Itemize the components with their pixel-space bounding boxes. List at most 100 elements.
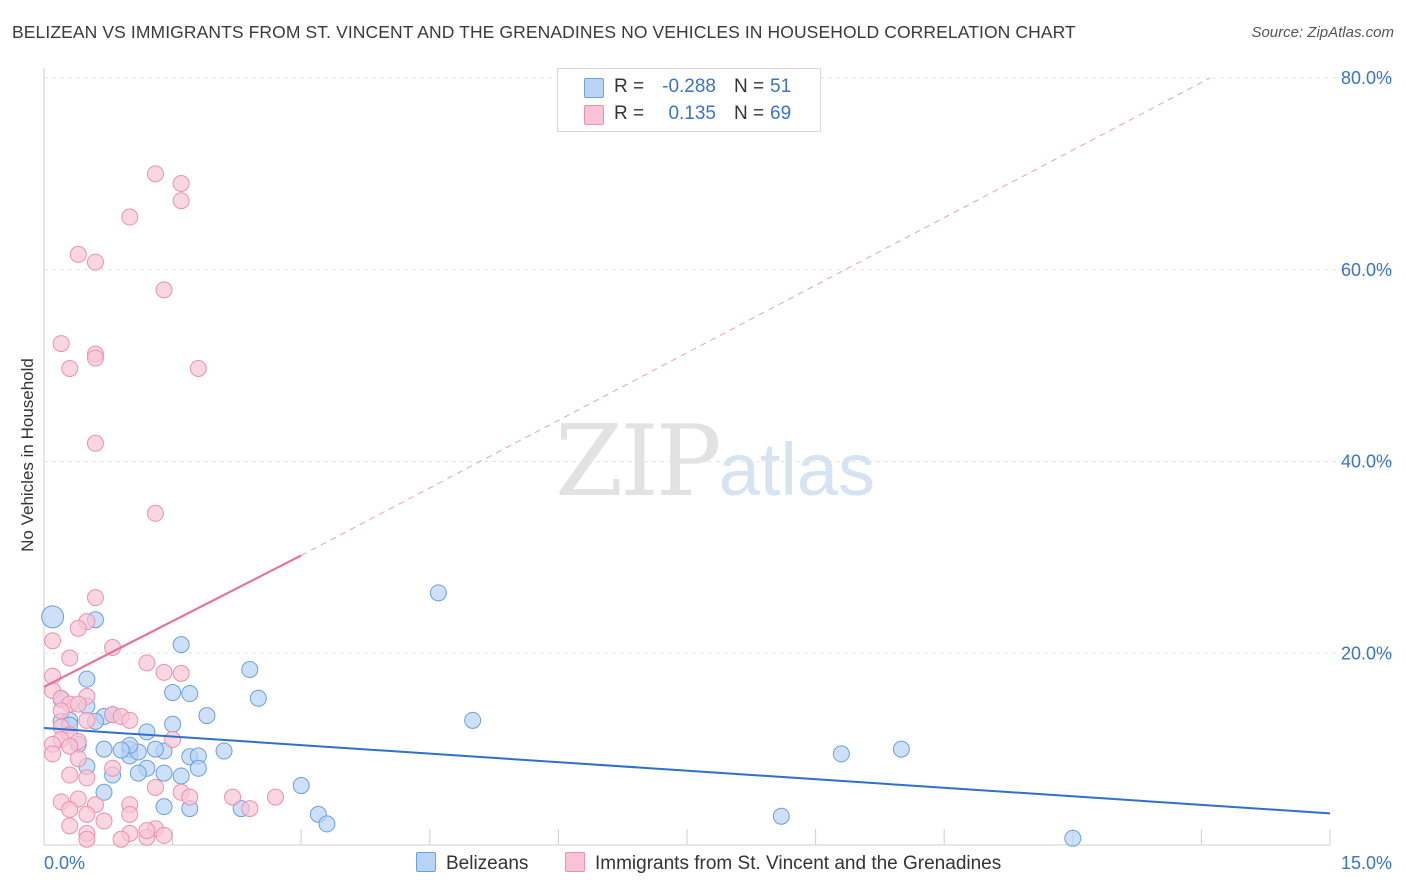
chart-title: BELIZEAN VS IMMIGRANTS FROM ST. VINCENT … (12, 22, 1076, 42)
immigrant-point (266, 788, 284, 806)
immigrant-point (189, 360, 207, 378)
y-tick-label: 40.0% (1341, 452, 1392, 472)
immigrant-point (164, 731, 182, 749)
series-legend-immigrants: Immigrants from St. Vincent and the Gren… (565, 852, 1001, 875)
immigrant-point (86, 589, 104, 607)
immigrant-point (155, 663, 173, 681)
legend-r-value: 0.135 (668, 103, 716, 124)
immigrant-point (172, 664, 190, 682)
belizean-point (95, 783, 113, 801)
belizean-point (429, 584, 447, 602)
immigrant-point (86, 253, 104, 271)
immigrant-point (69, 619, 87, 637)
immigrant-point (224, 788, 242, 806)
immigrant-point (155, 826, 173, 844)
legend-r-label: R = (614, 76, 645, 97)
series-legend-belizeans: Belizeans (416, 852, 528, 875)
belizean-point (181, 685, 199, 703)
belizean-point (172, 767, 190, 785)
immigrant-point (181, 788, 199, 806)
series-swatch-pink (565, 852, 585, 872)
immigrant-point (69, 245, 87, 263)
immigrant-point (121, 805, 139, 823)
immigrant-point (61, 360, 79, 378)
legend-n-label: N = (734, 76, 765, 97)
belizean-point (249, 689, 267, 707)
legend-swatch-blue (584, 78, 604, 98)
belizean-point (129, 764, 147, 782)
immigrant-point (86, 349, 104, 367)
belizean-point (78, 670, 96, 688)
y-tick-label: 60.0% (1341, 260, 1392, 280)
immigrant-point (78, 830, 96, 848)
immigrant-point (61, 737, 79, 755)
immigrant-point (61, 801, 79, 819)
belizean-point (138, 723, 156, 741)
belizean-point (112, 741, 130, 759)
series-label-immigrants: Immigrants from St. Vincent and the Gren… (595, 853, 1002, 874)
immigrant-point (121, 711, 139, 729)
immigrant-point (121, 208, 139, 226)
belizean-point (292, 777, 310, 795)
belizean-point (164, 684, 182, 702)
immigrant-point (146, 778, 164, 796)
correlation-legend: R = -0.288 N = 51 R = 0.135 N = 69 (557, 68, 821, 132)
immigrant-point (52, 702, 70, 720)
immigrant-point (44, 745, 62, 763)
immigrant-point (172, 192, 190, 210)
series-swatch-blue (416, 852, 436, 872)
belizean-point (464, 711, 482, 729)
belizean-point (155, 798, 173, 816)
belizean-point (172, 636, 190, 654)
immigrant-point (104, 638, 122, 656)
y-tick-label: 20.0% (1341, 643, 1392, 663)
x-tick-label: 0.0% (44, 853, 85, 873)
immigrant-point (52, 335, 70, 353)
x-tick-label: 15.0% (1341, 853, 1392, 873)
immigrant-point (138, 654, 156, 672)
legend-swatch-pink (584, 105, 604, 125)
immigrant-point (95, 812, 113, 830)
legend-r-value: -0.288 (662, 76, 716, 97)
immigrant-point (146, 165, 164, 183)
immigrant-point (86, 434, 104, 452)
belizean-trend-line (43, 727, 1331, 815)
belizean-point (198, 707, 216, 725)
source-credit: Source: ZipAtlas.com (1251, 24, 1394, 41)
belizean-point (318, 815, 336, 833)
belizean-point (241, 661, 259, 679)
immigrant-point (78, 711, 96, 729)
immigrant-point (44, 632, 62, 650)
legend-row-immigrants: R = 0.135 N = 69 (558, 101, 820, 129)
immigrant-point (112, 830, 130, 848)
legend-n-value: 69 (770, 103, 792, 124)
series-label-belizeans: Belizeans (446, 853, 529, 874)
immigrant-point (78, 805, 96, 823)
legend-n-label: N = (734, 103, 765, 124)
belizean-point (155, 764, 173, 782)
belizean-point (1064, 829, 1082, 847)
belizean-point (215, 742, 233, 760)
belizean-point (164, 715, 182, 733)
immigrant-point (155, 281, 173, 299)
belizean-point (832, 745, 850, 763)
belizean-point (189, 759, 207, 777)
immigrant-point (61, 649, 79, 667)
immigrant-point (104, 759, 122, 777)
immigrant-trend-extension (300, 77, 1211, 556)
belizean-point (41, 605, 65, 629)
legend-r-label: R = (614, 103, 645, 124)
immigrant-point (146, 504, 164, 522)
immigrant-point (69, 750, 87, 768)
watermark-atlas: atlas (718, 428, 876, 511)
belizean-point (772, 807, 790, 825)
immigrant-point (138, 822, 156, 840)
legend-row-belizeans: R = -0.288 N = 51 (558, 74, 820, 102)
immigrant-point (241, 800, 259, 818)
belizean-point (146, 740, 164, 758)
belizean-point (892, 740, 910, 758)
immigrant-point (61, 817, 79, 835)
immigrant-point (61, 766, 79, 784)
immigrant-point (78, 769, 96, 787)
